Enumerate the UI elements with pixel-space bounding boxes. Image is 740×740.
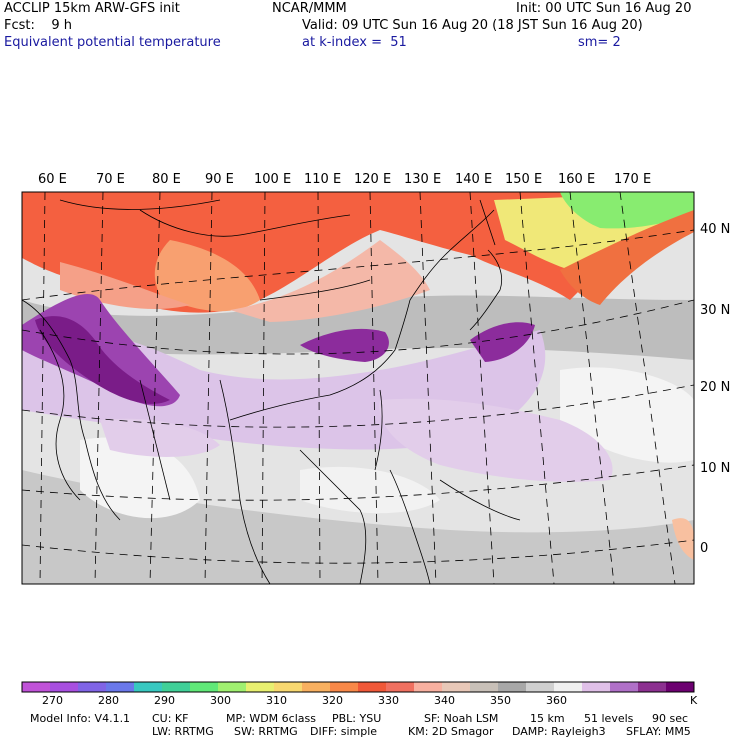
field-white-3 — [300, 466, 440, 514]
colorbar-label: 270 — [42, 694, 63, 707]
field-orange-rim — [560, 210, 694, 305]
field-white-1 — [80, 437, 200, 519]
lon-label: 80 E — [152, 172, 181, 187]
graticule — [22, 192, 694, 584]
field-warm-peach — [154, 240, 260, 312]
colorbar-swatch — [134, 682, 163, 692]
valid-time: Valid: 09 UTC Sun 16 Aug 20 (18 JST Sun … — [302, 18, 643, 33]
colorbar-swatch — [386, 682, 415, 692]
colorbar-swatch — [358, 682, 387, 692]
lat-label: 40 N — [700, 222, 731, 237]
field-name: Equivalent potential temperature — [4, 35, 221, 50]
colorbar-swatch — [302, 682, 331, 692]
colorbar — [21, 681, 695, 693]
lon-label: 130 E — [404, 172, 442, 187]
map-frame — [21, 191, 695, 585]
init-time: Init: 00 UTC Sun 16 Aug 20 — [516, 1, 692, 16]
lon-label: 60 E — [38, 172, 67, 187]
colorbar-label: 360 — [546, 694, 567, 707]
lon-label: 170 E — [614, 172, 652, 187]
lat-label: 0 — [700, 541, 709, 556]
colorbar-swatch — [554, 682, 583, 692]
footer-timestep: 90 sec — [652, 712, 689, 725]
colorbar-swatch — [498, 682, 527, 692]
colorbar-label: 290 — [154, 694, 175, 707]
footer-cu: CU: KF — [152, 712, 189, 725]
smoothing: sm= 2 — [578, 35, 621, 50]
colorbar-label: 350 — [490, 694, 511, 707]
field-purple-japan — [470, 322, 535, 362]
footer-mp: MP: WDM 6class — [226, 712, 316, 725]
footer-diff: DIFF: simple — [310, 725, 378, 738]
colorbar-swatch — [190, 682, 219, 692]
footer-damp: DAMP: Rayleigh3 — [512, 725, 606, 738]
footer-lw: LW: RRTMG — [152, 725, 214, 738]
lon-label: 150 E — [505, 172, 543, 187]
lon-label: 100 E — [254, 172, 292, 187]
colorbar-swatch — [106, 682, 135, 692]
footer-model-info: Model Info: V4.1.1 — [30, 712, 131, 725]
colorbar-swatch — [610, 682, 639, 692]
coastlines — [22, 199, 521, 584]
lon-label: 140 E — [455, 172, 493, 187]
colorbar-label: 310 — [266, 694, 287, 707]
colorbar-swatch — [22, 682, 51, 692]
forecast-hour: Fcst: 9 h — [4, 18, 73, 33]
model-title: ACCLIP 15km ARW-GFS init — [4, 1, 180, 16]
colorbar-swatch — [638, 682, 667, 692]
colorbar-swatch — [414, 682, 443, 692]
footer-levels: 51 levels — [584, 712, 634, 725]
level-index: at k-index = 51 — [302, 35, 407, 50]
colorbar-label: 280 — [98, 694, 119, 707]
field-lilac-south — [379, 398, 613, 482]
lon-label: 70 E — [96, 172, 125, 187]
colorbar-swatch — [470, 682, 499, 692]
footer-pbl: PBL: YSU — [332, 712, 382, 725]
colorbar-swatch — [526, 682, 555, 692]
colorbar-swatch — [218, 682, 247, 692]
lon-label: 110 E — [304, 172, 342, 187]
colorbar-label: 340 — [434, 694, 455, 707]
field-peach-right — [672, 518, 694, 560]
center-name: NCAR/MMM — [272, 1, 347, 16]
colorbar-label: 320 — [322, 694, 343, 707]
lat-label: 30 N — [700, 303, 731, 318]
lat-label: 10 N — [700, 461, 731, 476]
footer-res: 15 km — [530, 712, 565, 725]
colorbar-swatch — [330, 682, 359, 692]
field-lilac-india — [100, 418, 220, 457]
colorbar-swatch — [666, 682, 695, 692]
lon-label: 160 E — [558, 172, 596, 187]
field-grey-south — [22, 470, 694, 584]
lat-label: 20 N — [700, 380, 731, 395]
field-darkpurple-tibet — [35, 316, 170, 404]
colorbar-frame — [21, 681, 695, 693]
lon-label: 90 E — [205, 172, 234, 187]
field-warm-pink — [230, 240, 430, 322]
colorbar-swatch — [442, 682, 471, 692]
footer-sflay: SFLAY: MM5 — [626, 725, 691, 738]
colorbar-swatch — [582, 682, 611, 692]
colorbar-swatch — [274, 682, 303, 692]
colorbar-swatch — [78, 682, 107, 692]
field-cool-green — [560, 192, 694, 229]
footer-sw: SW: RRTMG — [234, 725, 298, 738]
colorbar-label: 300 — [210, 694, 231, 707]
colorbar-label: 330 — [378, 694, 399, 707]
footer-sf: SF: Noah LSM — [424, 712, 499, 725]
colorbar-swatch — [246, 682, 275, 692]
colorbar-swatch — [162, 682, 191, 692]
footer-km: KM: 2D Smagor — [408, 725, 494, 738]
colorbar-swatch — [50, 682, 79, 692]
colorbar-unit: K — [690, 694, 698, 707]
lon-label: 120 E — [354, 172, 392, 187]
